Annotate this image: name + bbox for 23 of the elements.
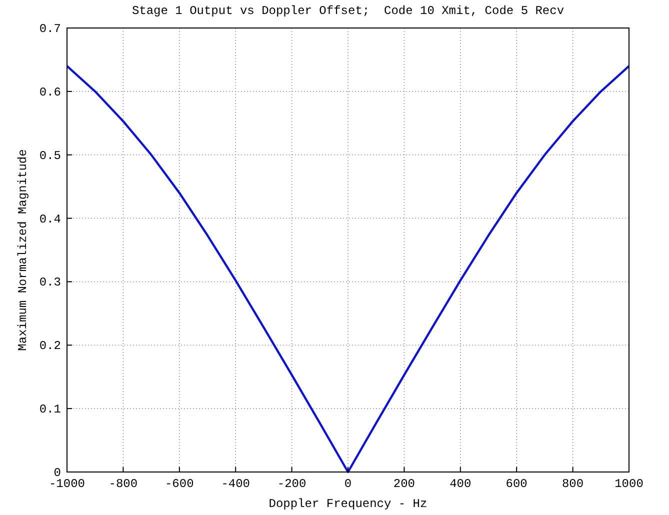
x-tick-label: 1000: [614, 477, 644, 491]
x-tick-label: -600: [164, 477, 194, 491]
y-tick-label: 0.3: [39, 276, 61, 290]
y-tick-label: 0.7: [39, 22, 61, 36]
y-tick-label: 0.6: [39, 85, 61, 100]
line-series: [66, 64, 630, 474]
y-tick-label: 0.2: [39, 339, 61, 354]
y-tick-label: 0: [54, 466, 61, 480]
y-axis-title: Maximum Normalized Magnitude: [16, 149, 30, 351]
x-tick-label: 800: [562, 477, 584, 491]
y-tick-label: 0.5: [39, 148, 61, 163]
x-axis-title: Doppler Frequency - Hz: [268, 497, 428, 511]
chart-title: Stage 1 Output vs Doppler Offset; Code 10 Xmit, Code 5 Recv: [132, 4, 564, 18]
y-tick-label: 0.4: [39, 212, 61, 226]
x-tick-label: -200: [277, 477, 306, 491]
x-tick-label: 200: [393, 477, 416, 491]
x-tick-label: -1000: [48, 477, 86, 491]
x-tick-label: 600: [506, 477, 528, 491]
x-tick-label: -400: [221, 477, 250, 491]
x-tick-label: -800: [108, 477, 138, 491]
x-tick-label: 400: [450, 477, 472, 491]
x-tick-label: 0: [344, 477, 352, 491]
y-tick-label: 0.1: [39, 402, 61, 417]
